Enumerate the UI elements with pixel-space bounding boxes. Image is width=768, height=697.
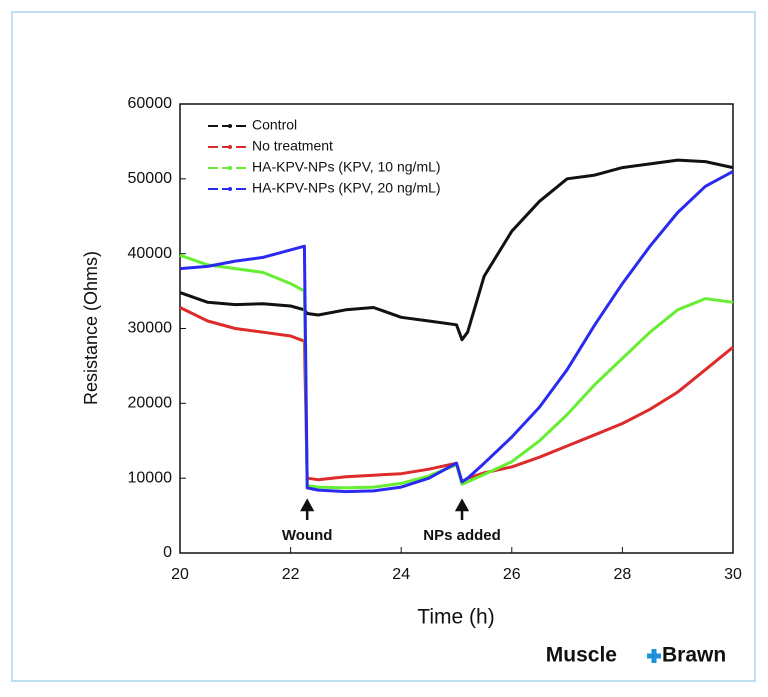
- x-tick-label: 28: [614, 566, 632, 583]
- series-line: [179, 170, 734, 494]
- y-tick-label: 20000: [128, 395, 173, 412]
- legend-marker: [228, 166, 232, 170]
- y-tick-label: 30000: [128, 320, 173, 337]
- annotation-label: NPs added: [423, 527, 501, 544]
- y-tick-label: 40000: [128, 245, 173, 262]
- legend-label: Control: [252, 117, 297, 133]
- annotation-arrow: [454, 498, 470, 520]
- y-tick-label: 60000: [128, 95, 173, 112]
- brand-plus: [647, 649, 661, 663]
- x-tick-label: 22: [282, 566, 300, 583]
- annotation-label: Wound: [282, 527, 333, 544]
- legend-marker: [228, 187, 232, 191]
- x-tick-label: 30: [724, 566, 742, 583]
- x-tick-label: 20: [171, 566, 189, 583]
- x-axis-label: Time (h): [417, 606, 494, 629]
- legend-marker: [228, 145, 232, 149]
- y-tick-label: 10000: [128, 469, 173, 486]
- x-tick-label: 24: [392, 566, 410, 583]
- brand-right: Brawn: [662, 644, 726, 667]
- brand-left: Muscle: [546, 644, 617, 667]
- y-tick-label: 0: [163, 544, 172, 561]
- series-line: [179, 158, 734, 342]
- legend-label: No treatment: [252, 138, 333, 154]
- y-tick-label: 50000: [128, 170, 173, 187]
- legend-marker: [228, 124, 232, 128]
- legend-label: HA-KPV-NPs (KPV, 10 ng/mL): [252, 159, 441, 175]
- annotation-arrow: [300, 498, 315, 520]
- legend-label: HA-KPV-NPs (KPV, 20 ng/mL): [252, 180, 441, 196]
- frame: [11, 11, 756, 682]
- y-axis-label: Resistance (Ohms): [81, 251, 101, 405]
- x-tick-label: 26: [503, 566, 521, 583]
- series-line: [179, 253, 734, 490]
